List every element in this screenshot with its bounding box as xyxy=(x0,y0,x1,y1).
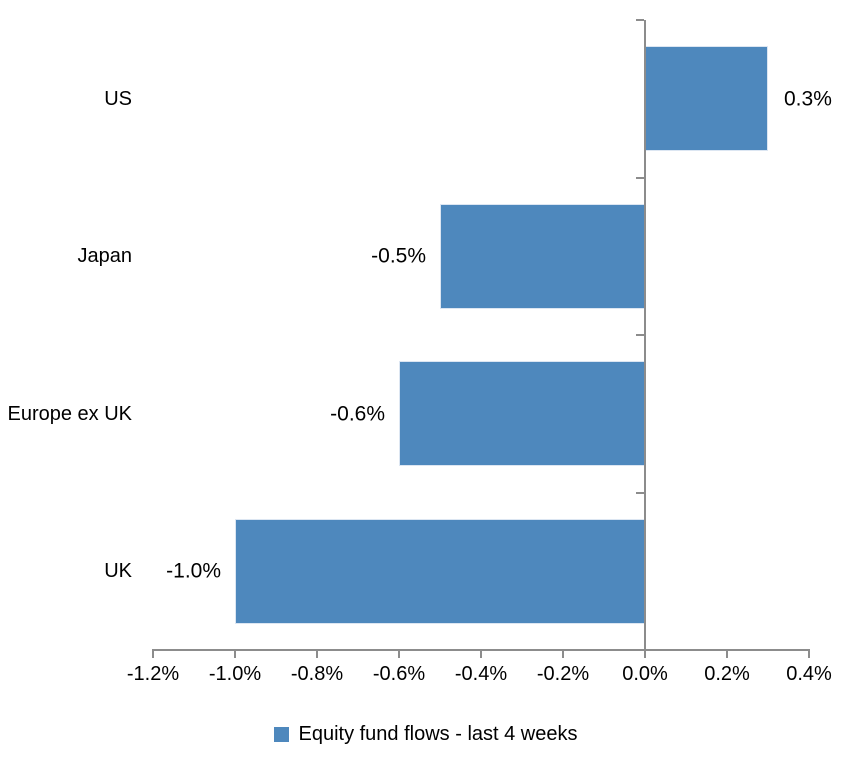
x-tick-label: 0.4% xyxy=(786,663,832,685)
data-label: -0.5% xyxy=(371,244,426,268)
y-axis-tick xyxy=(636,176,644,179)
x-tick-label: -0.4% xyxy=(454,663,508,685)
data-label: -0.6% xyxy=(330,402,385,426)
category-label: Japan xyxy=(77,245,133,268)
x-axis-tick xyxy=(152,650,154,658)
x-axis-tick xyxy=(726,650,728,658)
x-tick-label: 0.0% xyxy=(622,663,668,685)
y-axis-line xyxy=(644,20,646,650)
x-tick-label: 0.2% xyxy=(704,663,750,685)
legend-swatch-icon xyxy=(274,727,290,742)
bar-japan xyxy=(440,203,645,309)
y-axis-tick xyxy=(636,491,644,494)
bar-europe-ex-uk xyxy=(399,361,645,467)
x-axis-tick xyxy=(398,650,400,658)
category-label: US xyxy=(104,87,132,110)
x-axis-tick xyxy=(808,650,810,658)
y-axis-tick xyxy=(636,19,644,21)
bar-us xyxy=(645,46,768,152)
bar-uk xyxy=(235,518,645,624)
data-label: -1.0% xyxy=(166,559,221,583)
x-tick-label: -0.2% xyxy=(536,663,590,685)
x-tick-label: -1.2% xyxy=(126,663,180,685)
y-axis-tick xyxy=(636,334,644,336)
data-label: 0.3% xyxy=(784,87,832,111)
x-axis-tick xyxy=(644,650,646,658)
x-axis-tick xyxy=(234,650,236,658)
category-label: Europe ex UK xyxy=(7,402,132,425)
x-axis-tick xyxy=(316,650,318,658)
legend: Equity fund flows - last 4 weeks xyxy=(0,723,852,746)
category-label: UK xyxy=(104,560,132,583)
legend-label: Equity fund flows - last 4 weeks xyxy=(298,723,578,745)
x-tick-label: -0.8% xyxy=(290,663,344,685)
x-axis-tick xyxy=(562,650,564,658)
x-tick-label: -0.6% xyxy=(372,663,426,685)
x-axis-tick xyxy=(480,650,482,658)
x-tick-label: -1.0% xyxy=(208,663,262,685)
